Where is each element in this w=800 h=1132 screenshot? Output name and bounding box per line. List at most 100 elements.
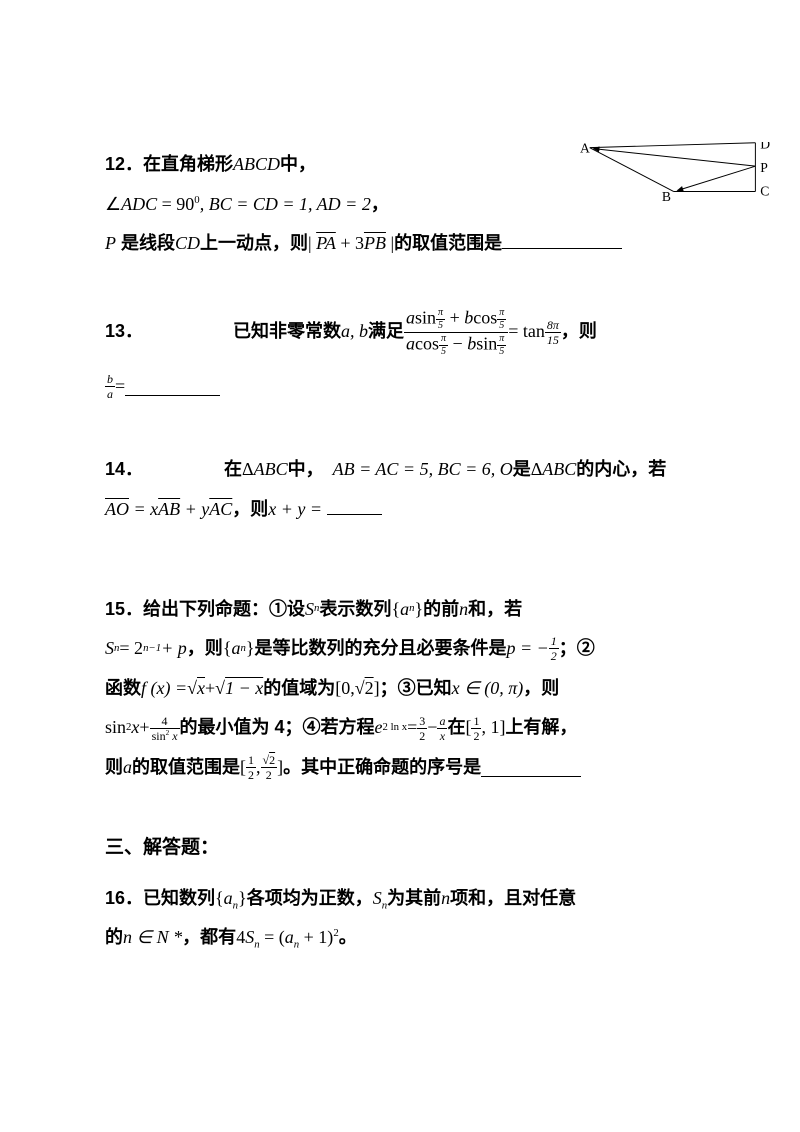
p13-eqtan: = tan: [508, 312, 545, 352]
p15-xin: x ∈ (0, π): [452, 669, 524, 709]
p16-sn2: S: [245, 927, 254, 947]
p15-sqrt2: 2: [365, 669, 374, 709]
p13-ab: a, b: [341, 312, 368, 352]
exam-page: A D P C B 12．在直角梯形ABCD中， ∠ADC = 900, BC …: [0, 0, 800, 1132]
p16-t4: 项和，且对任意: [450, 888, 576, 908]
p15-r2: √22: [261, 754, 278, 781]
p15-t16: 的取值范围是: [132, 748, 240, 788]
p15-t9: 的值域为: [263, 669, 335, 709]
p13-pi5-2: π5: [497, 308, 506, 331]
p15-range: [0,: [335, 669, 355, 709]
p15-sn2: S: [105, 629, 114, 669]
p16-sn: S: [373, 888, 382, 908]
p15-root-icon2: √: [215, 669, 225, 709]
p12-open: |: [308, 233, 316, 253]
p13-8pi15: 8π15: [545, 319, 561, 346]
p15-4oversin: 4sin2 x: [150, 715, 180, 742]
p15-t14: 上有解，: [505, 708, 577, 748]
p13-ze: ，则: [561, 312, 597, 352]
p16-t2: 各项均为正数，: [247, 888, 373, 908]
p16-t1: 已知数列: [143, 888, 215, 908]
p13-pi5-3: π5: [439, 334, 448, 357]
p13-number: 13．: [105, 312, 143, 352]
p13-pad: [143, 312, 233, 352]
p13-da: a: [406, 333, 415, 353]
p15-t3: 的前: [423, 590, 459, 630]
p14-ze: ，则: [232, 499, 268, 519]
p16-t3: 为其前: [387, 888, 441, 908]
p13-ba: ba: [105, 373, 115, 400]
p12-p: P: [105, 233, 116, 253]
p16-4: 4: [236, 927, 245, 947]
p13-sin1: sin: [415, 307, 436, 327]
p15-sin: sin: [105, 708, 126, 748]
p14-zai: 在: [224, 459, 242, 479]
p12-cd: CD: [175, 233, 200, 253]
p15-plus: +: [205, 669, 215, 709]
p15-c1: , 1]: [481, 708, 505, 748]
p14-ac: AC: [209, 499, 232, 519]
label-p: P: [760, 160, 768, 175]
p13-lead: 已知非零常数: [233, 312, 341, 352]
p16-period: 。: [339, 927, 357, 947]
label-a: A: [580, 142, 590, 156]
p13-db: b: [467, 333, 476, 353]
p15-sqx: x: [197, 669, 205, 709]
p14-cond: AB = AC = 5, BC = 6, O: [333, 459, 513, 479]
p14-blank: [327, 496, 382, 515]
p16-nin: n ∈ N *: [123, 927, 182, 947]
p16-number: 16．: [105, 888, 143, 908]
p14-plusy: + y: [180, 499, 209, 519]
p13-manzu: 满足: [368, 312, 404, 352]
p15-eq: =: [407, 708, 417, 748]
p14-abc2: ABC: [542, 459, 576, 479]
p12-eq90: = 90: [157, 194, 194, 214]
p15-t6: 是等比数列的充分且必要条件是: [255, 629, 507, 669]
p15-an1: a: [400, 590, 409, 630]
p15-t1: 给出下列命题：①设: [143, 590, 305, 630]
p15-an2: a: [231, 629, 240, 669]
p14-number: 14．: [105, 459, 134, 479]
p13-na: a: [406, 307, 415, 327]
label-c: C: [760, 183, 769, 198]
trapezoid-diagram: A D P C B: [580, 142, 770, 202]
p13-blank: [125, 377, 220, 396]
p16-ao: {: [215, 888, 224, 908]
p14-d1: Δ: [242, 459, 254, 479]
p14-ao: AO: [105, 499, 129, 519]
label-b: B: [662, 189, 671, 202]
p15-sn1: S: [305, 590, 314, 630]
p13-pi5-4: π5: [497, 334, 506, 357]
p16-ac: }: [238, 888, 247, 908]
p15-ax: ax: [437, 715, 447, 742]
problem-16: 16．已知数列{an}各项均为正数，Sn为其前n项和，且对任意 的n ∈ N *…: [105, 879, 695, 958]
p15-peq: p = −: [507, 629, 549, 669]
p12-pb: PB: [364, 233, 386, 253]
p15-t8: 函数: [105, 669, 141, 709]
p12-close: |: [386, 233, 394, 253]
p14-eqx: = x: [129, 499, 158, 519]
p16-n: n: [441, 888, 450, 908]
p12-l2b: 是线段: [116, 233, 175, 253]
p15-ac2: }: [246, 629, 255, 669]
p12-angle: ∠: [105, 194, 121, 214]
p12-comma: ，: [371, 194, 389, 214]
p15-ao1: {: [391, 590, 400, 630]
p15-plus2: +: [139, 708, 149, 748]
p15-pp: + p: [161, 629, 187, 669]
p15-ac1: }: [414, 590, 423, 630]
p12-abcd: ABCD: [233, 154, 280, 174]
problem-15: 15．给出下列命题：①设Sn表示数列{an}的前n和，若 Sn = 2n−1 +…: [105, 590, 695, 788]
p13-minus: −: [448, 333, 467, 353]
p15-half: 12: [549, 635, 559, 662]
p15-minus: −: [427, 708, 437, 748]
p12-adc: ADC: [121, 194, 157, 214]
problem-14: 14． 在ΔABC中，AB = AC = 5, BC = 6, O是ΔABC的内…: [105, 450, 695, 529]
p13-eq: =: [115, 367, 125, 407]
p12-lead: 在直角梯形: [143, 154, 233, 174]
p15-sq1mx: 1 − x: [225, 669, 263, 709]
p15-n1: n: [459, 590, 468, 630]
label-d: D: [760, 142, 770, 152]
p15-t12: 的最小值为 4；④若方程: [180, 708, 375, 748]
p15-fx: f (x) =: [141, 669, 187, 709]
